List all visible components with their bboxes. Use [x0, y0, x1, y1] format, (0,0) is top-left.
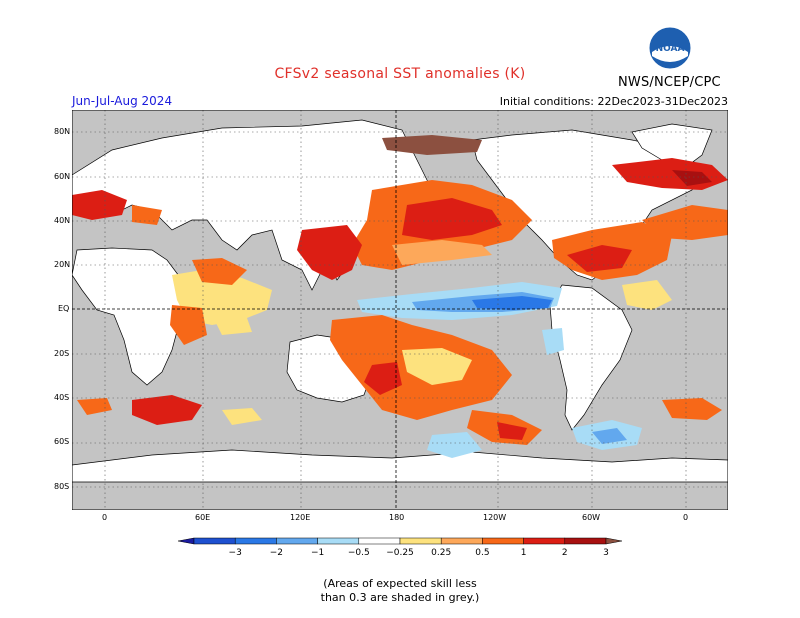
map-title: CFSv2 seasonal SST anomalies (K) [274, 66, 526, 82]
colorbar-tick-label: 1 [520, 548, 527, 558]
land-masses [72, 119, 728, 483]
lat-label: EQ [58, 304, 70, 313]
colorbar-segment [482, 537, 524, 545]
antarctica [72, 449, 728, 483]
colorbar-segment [193, 537, 236, 545]
colorbar-min-arrow [177, 537, 195, 545]
lat-label: 20N [54, 260, 71, 269]
lon-label: 60E [195, 513, 211, 522]
colorbar [177, 537, 623, 545]
colorbar-segment [399, 537, 442, 545]
colorbar-segment [523, 537, 566, 545]
lon-label: 120W [483, 513, 507, 522]
lat-label: 40N [54, 216, 71, 225]
svg-text:NOAA: NOAA [656, 44, 685, 54]
colorbar-segment [276, 537, 318, 545]
lon-label: 120E [290, 513, 311, 522]
lat-label: 40S [54, 393, 70, 402]
equator-dateline [72, 110, 728, 510]
anomaly-patches [72, 135, 728, 458]
lat-label: 80N [54, 127, 71, 136]
colorbar-tick-label: −2 [269, 548, 284, 558]
lon-label: 180 [389, 513, 405, 522]
colorbar-max-arrow [605, 537, 623, 545]
lat-label: 80S [54, 482, 70, 491]
colorbar-segment [358, 537, 401, 545]
skill-note-line1: (Areas of expected skill less [323, 577, 477, 590]
colorbar-segment [234, 537, 277, 545]
lon-label: 60W [582, 513, 601, 522]
colorbar-tick-label: −3 [228, 548, 242, 558]
lat-label: 60N [54, 172, 71, 181]
colorbar-tick-label: −0.25 [386, 548, 414, 558]
skill-note-line2: than 0.3 are shaded in grey.) [320, 591, 480, 604]
lat-label: 60S [54, 437, 70, 446]
colorbar-tick-label: −0.5 [347, 548, 370, 558]
noaa-logo: NOAA [648, 26, 692, 70]
colorbar-segment [317, 537, 360, 545]
lat-label: 20S [54, 349, 70, 358]
season-label: Jun-Jul-Aug 2024 [72, 94, 173, 108]
colorbar-tick-label: 0.25 [431, 548, 452, 558]
colorbar-tick-label: 0.5 [475, 548, 490, 558]
colorbar-segment [440, 537, 483, 545]
initial-conditions-label: Initial conditions: 22Dec2023-31Dec2023 [499, 95, 728, 108]
colorbar-segment [564, 537, 607, 545]
colorbar-tick-label: −1 [310, 548, 325, 558]
lon-label: 0 [683, 513, 689, 522]
agency-label: NWS/NCEP/CPC [618, 75, 721, 90]
lon-label: 0 [102, 513, 108, 522]
arctic-extreme [382, 135, 482, 155]
africa [72, 247, 191, 386]
colorbar-tick-label: 3 [603, 548, 609, 558]
skill-note: (Areas of expected skill less than 0.3 a… [0, 577, 800, 605]
sst-anomaly-map [72, 110, 728, 510]
graticule [72, 110, 728, 510]
colorbar-tick-label: 2 [561, 548, 568, 558]
